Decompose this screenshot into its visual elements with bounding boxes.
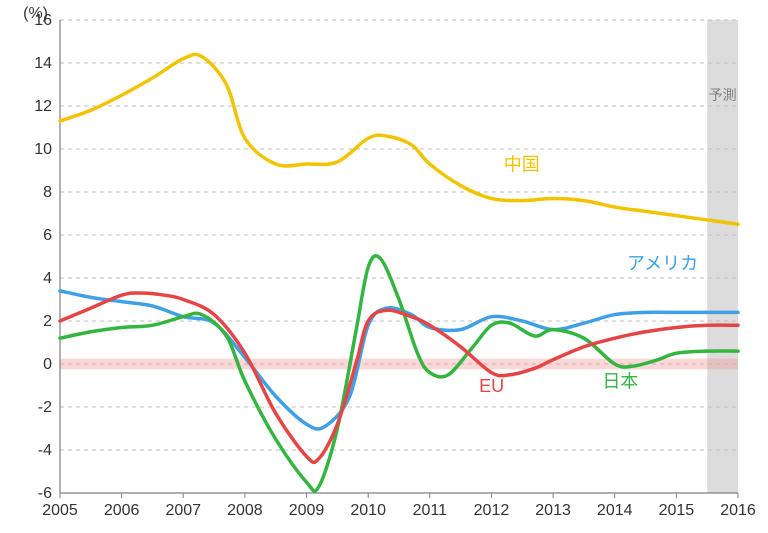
y-tick-label: 6 bbox=[43, 227, 52, 244]
x-tick-label: 2014 bbox=[597, 502, 633, 519]
x-tick-label: 2013 bbox=[535, 502, 571, 519]
y-tick-label: 8 bbox=[43, 184, 52, 201]
series-label-japan: 日本 bbox=[602, 372, 638, 392]
x-tick-label: 2005 bbox=[42, 502, 78, 519]
y-tick-label: 12 bbox=[34, 98, 52, 115]
x-tick-label: 2015 bbox=[659, 502, 695, 519]
series-label-china: 中国 bbox=[504, 155, 540, 175]
forecast-label: 予測 bbox=[709, 87, 737, 103]
y-tick-label: 14 bbox=[34, 55, 52, 72]
y-tick-label: 2 bbox=[43, 313, 52, 330]
y-tick-label: -6 bbox=[38, 485, 52, 502]
series-label-usa: アメリカ bbox=[627, 253, 698, 273]
y-tick-label: 4 bbox=[43, 270, 52, 287]
x-tick-label: 2011 bbox=[413, 502, 448, 519]
y-unit-label: (%) bbox=[23, 5, 48, 22]
x-tick-label: 2009 bbox=[289, 502, 325, 519]
x-tick-label: 2007 bbox=[165, 502, 201, 519]
x-tick-label: 2006 bbox=[104, 502, 140, 519]
x-tick-label: 2010 bbox=[350, 502, 386, 519]
x-tick-label: 2012 bbox=[474, 502, 510, 519]
gdp-growth-chart: 予測-6-4-20246810121416(%)2005200620072008… bbox=[0, 0, 768, 533]
x-tick-label: 2016 bbox=[720, 502, 756, 519]
series-label-eu: EU bbox=[479, 376, 504, 396]
y-tick-label: -2 bbox=[38, 399, 52, 416]
y-tick-label: -4 bbox=[38, 442, 52, 459]
y-tick-label: 10 bbox=[34, 141, 52, 158]
y-tick-label: 0 bbox=[43, 356, 52, 373]
x-tick-label: 2008 bbox=[227, 502, 263, 519]
chart-svg: 予測-6-4-20246810121416(%)2005200620072008… bbox=[0, 0, 768, 533]
